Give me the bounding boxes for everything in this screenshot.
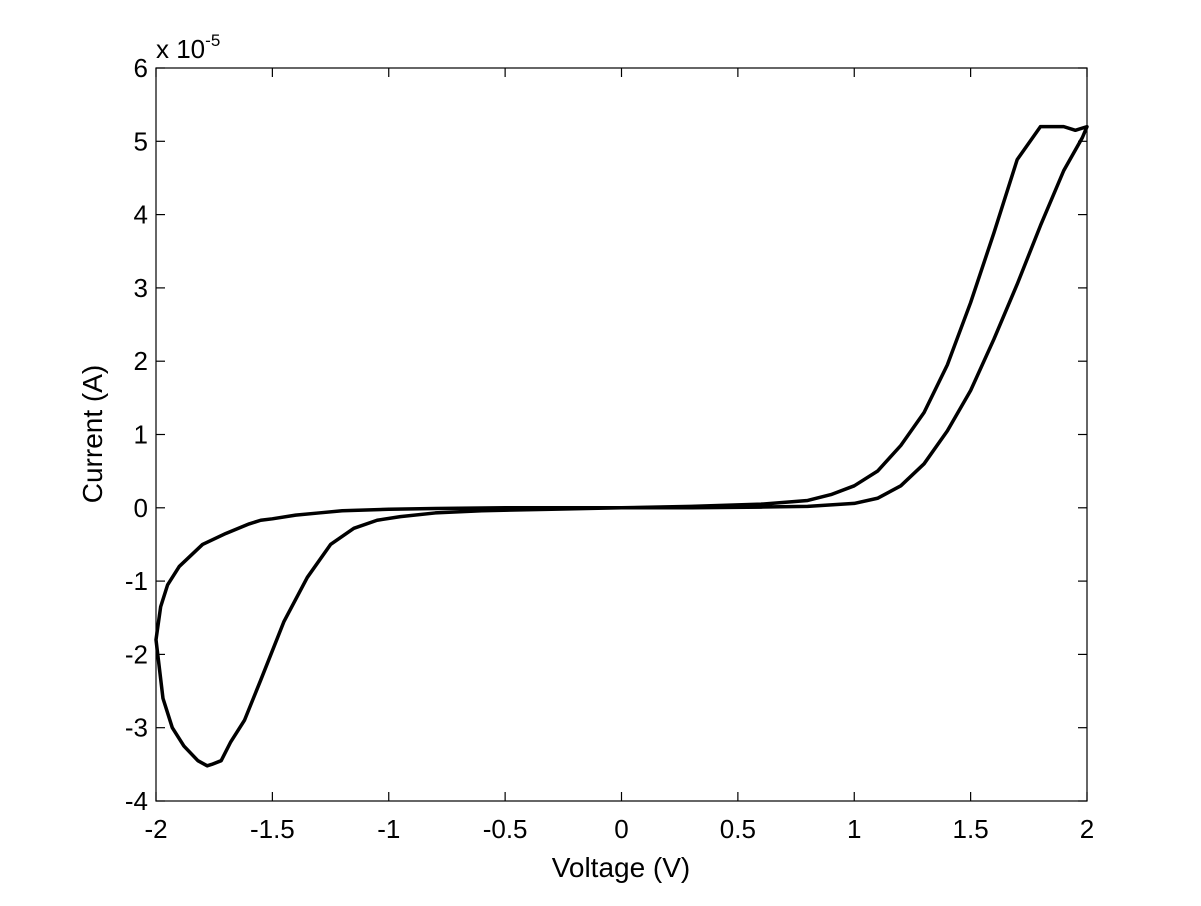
x-tick-label: 2 xyxy=(1080,814,1094,844)
y-axis-scale-factor: x 10 xyxy=(156,34,205,64)
y-axis-scale-exponent: -5 xyxy=(205,31,220,50)
y-tick-label: -1 xyxy=(125,566,148,596)
y-tick-label: -4 xyxy=(125,786,148,816)
x-tick-label: 1 xyxy=(847,814,861,844)
y-axis-exponent-label: x 10-5 xyxy=(156,31,220,64)
x-tick-label: 0.5 xyxy=(720,814,756,844)
y-tick-label: 2 xyxy=(134,346,148,376)
x-axis-label: Voltage (V) xyxy=(552,852,691,883)
x-tick-label: 0 xyxy=(614,814,628,844)
y-axis-label: Current (A) xyxy=(77,365,108,503)
series-line xyxy=(154,124,1089,768)
y-tick-label: 0 xyxy=(134,493,148,523)
x-tick-label: -1 xyxy=(377,814,400,844)
x-tick-label: -0.5 xyxy=(483,814,528,844)
y-tick-label: -3 xyxy=(125,713,148,743)
y-axis-tick-labels: -4 -3 -2 -1 0 1 2 3 4 5 6 xyxy=(125,53,148,816)
y-tick-label: 5 xyxy=(134,126,148,156)
plot-area-frame xyxy=(155,67,1088,802)
x-tick-label: -2 xyxy=(144,814,167,844)
x-axis-tick-labels: -2 -1.5 -1 -0.5 0 0.5 1 1.5 2 xyxy=(144,814,1094,844)
y-tick-label: 3 xyxy=(134,273,148,303)
x-axis-ticks xyxy=(155,68,1088,801)
y-tick-label: 1 xyxy=(134,420,148,450)
x-tick-label: 1.5 xyxy=(953,814,989,844)
y-tick-label: -2 xyxy=(125,639,148,669)
y-tick-label: 4 xyxy=(134,200,148,230)
y-tick-label: 6 xyxy=(134,53,148,83)
x-tick-label: -1.5 xyxy=(250,814,295,844)
